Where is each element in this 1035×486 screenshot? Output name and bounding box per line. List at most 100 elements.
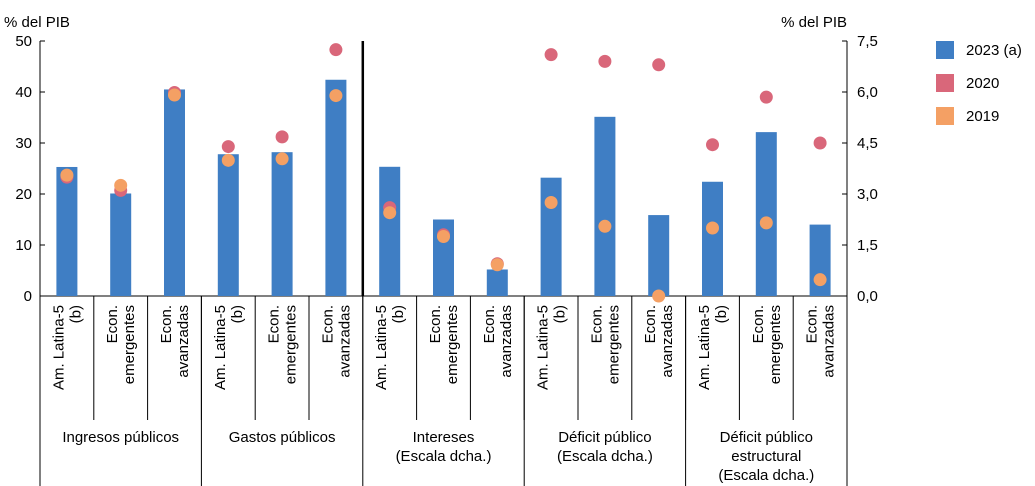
legend: 2023 (a) 2020 2019 [936, 41, 1022, 125]
dot-2020 [759, 90, 773, 104]
dot-2019 [490, 258, 504, 272]
category-label: emergentes [121, 305, 138, 384]
dot-2019 [275, 152, 289, 166]
right-tick-label: 4,5 [857, 135, 878, 152]
dot-2020 [813, 136, 827, 150]
left-tick-label: 10 [15, 237, 32, 254]
category-label: Econ. [804, 305, 821, 343]
dot-2020 [275, 130, 289, 144]
dot-2019 [706, 221, 719, 235]
category-label: Econ. [481, 305, 498, 343]
bar [271, 152, 293, 296]
category-label: Econ. [642, 305, 659, 343]
dot-2020 [652, 58, 666, 72]
category-label: (b) [552, 305, 569, 323]
dot-2019 [544, 196, 558, 209]
category-label: emergentes [605, 305, 622, 384]
group-label: Intereses [413, 429, 475, 446]
left-tick-label: 30 [15, 135, 32, 152]
dot-2019 [813, 273, 827, 287]
bar [379, 166, 401, 296]
group-label: Déficit público [720, 429, 813, 446]
legend-swatch [936, 107, 954, 125]
category-labels: Am. Latina-5 (b) Econ. emergentes Econ. avanz… [50, 305, 837, 484]
dot-2019 [329, 89, 343, 103]
category-label: emergentes [283, 305, 300, 384]
category-label: Econ. [427, 305, 444, 343]
right-tick-label: 6,0 [857, 84, 878, 101]
group-label: (Escala dcha.) [396, 448, 492, 465]
left-tick-label: 50 [15, 33, 32, 50]
dot-2019 [114, 178, 128, 192]
dot-2019 [598, 219, 612, 233]
bar [702, 181, 723, 296]
dot-2019 [383, 206, 397, 220]
category-label: (b) [229, 305, 246, 323]
category-label: Econ. [588, 305, 605, 343]
bar [110, 193, 132, 296]
bar [648, 215, 670, 296]
bar [540, 177, 562, 296]
group-label: Ingresos públicos [62, 429, 179, 446]
legend-label: 2020 [966, 75, 999, 92]
dot-2020 [544, 48, 558, 62]
bar [56, 166, 78, 296]
dot-2019 [60, 168, 74, 182]
category-label: Am. Latina-5 [535, 305, 552, 390]
group-label: Déficit público [558, 429, 651, 446]
right-tick-label: 0,0 [857, 288, 878, 305]
dot-2020 [329, 43, 343, 57]
legend-swatch [936, 41, 954, 59]
category-label: avanzadas [659, 305, 676, 378]
legend-label: 2019 [966, 108, 999, 125]
category-label: avanzadas [175, 305, 192, 378]
bar [755, 132, 777, 296]
category-label: Econ. [319, 305, 336, 343]
category-label: Econ. [104, 305, 121, 343]
category-label: (b) [713, 305, 730, 323]
right-axis-title: % del PIB [781, 14, 847, 31]
bars-2023 [56, 79, 831, 296]
dot-2019 [759, 216, 773, 230]
category-label: Econ. [266, 305, 283, 343]
dot-2020 [221, 140, 235, 154]
dot-2020 [598, 54, 612, 68]
dot-2019 [437, 230, 450, 243]
group-label: (Escala dcha.) [557, 448, 653, 465]
dot-2019 [652, 289, 666, 303]
category-label: Econ. [158, 305, 175, 343]
bar [325, 79, 347, 296]
bar [594, 116, 616, 296]
category-label: Am. Latina-5 [212, 305, 229, 390]
left-tick-label: 20 [15, 186, 32, 203]
group-label: estructural [731, 448, 801, 465]
right-tick-label: 7,5 [857, 33, 878, 50]
right-tick-label: 3,0 [857, 186, 878, 203]
category-label: (b) [390, 305, 407, 323]
bar [217, 154, 239, 296]
dots-series [60, 43, 827, 303]
category-label: (b) [67, 305, 84, 323]
group-label: Gastos públicos [229, 429, 336, 446]
left-tick-label: 0 [24, 288, 32, 305]
left-axis-title: % del PIB [4, 14, 70, 31]
legend-label: 2023 (a) [966, 42, 1022, 59]
dot-2020 [706, 138, 719, 152]
dot-2019 [168, 88, 181, 102]
left-tick-label: 40 [15, 84, 32, 101]
category-label: emergentes [444, 305, 461, 384]
right-tick-label: 1,5 [857, 237, 878, 254]
category-label: avanzadas [336, 305, 353, 378]
group-label: (Escala dcha.) [718, 467, 814, 484]
category-label: Am. Latina-5 [50, 305, 67, 390]
bar [164, 89, 185, 296]
category-label: avanzadas [498, 305, 515, 378]
category-label: Am. Latina-5 [696, 305, 713, 390]
axes: 0 10 20 30 40 50 0,0 1,5 3,0 4,5 6,0 7,5 % del PIB % … [4, 14, 878, 486]
legend-swatch [936, 74, 954, 92]
category-label: emergentes [767, 305, 784, 384]
category-label: avanzadas [821, 305, 838, 378]
dot-2019 [221, 153, 235, 167]
bar [486, 269, 508, 296]
